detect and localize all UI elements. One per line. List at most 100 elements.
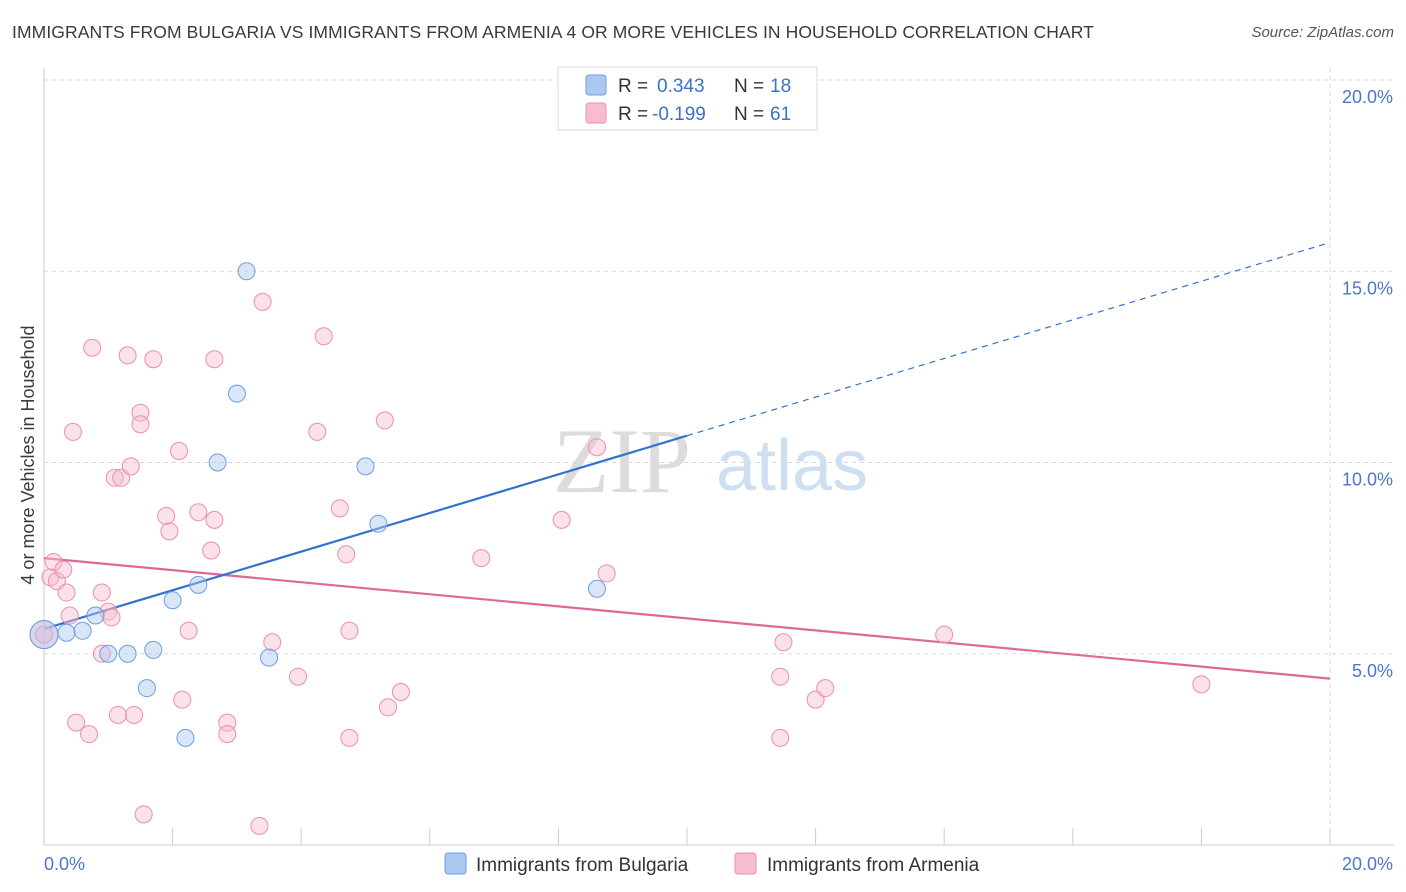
point-bulgaria <box>163 591 182 610</box>
point-armenia <box>131 415 150 434</box>
point-bulgaria <box>86 606 105 625</box>
point-bulgaria <box>587 579 606 598</box>
y-axis-label: 4 or more Vehicles in Household <box>18 325 38 584</box>
y-tick-label: 10.0% <box>1342 470 1393 490</box>
chart-title: IMMIGRANTS FROM BULGARIA VS IMMIGRANTS F… <box>12 22 1094 42</box>
legend-r-label-1: R = <box>618 76 648 97</box>
point-armenia <box>179 621 198 640</box>
point-armenia <box>250 816 269 835</box>
point-armenia <box>118 346 137 365</box>
trend-line-bulgaria-extension <box>686 241 1331 437</box>
point-armenia <box>391 683 410 701</box>
point-armenia <box>587 438 606 457</box>
point-armenia <box>597 564 616 583</box>
point-armenia <box>35 625 53 644</box>
point-armenia <box>1192 675 1211 694</box>
bottom-legend-swatch-bulgaria <box>444 852 467 875</box>
point-armenia <box>472 549 491 568</box>
y-tick-label: 15.0% <box>1342 278 1393 298</box>
point-armenia <box>935 625 954 644</box>
point-armenia <box>80 725 99 744</box>
axes <box>43 68 1394 846</box>
point-armenia <box>771 728 790 747</box>
legend-n-label-1: N = <box>734 76 764 97</box>
point-armenia <box>92 583 111 602</box>
point-armenia <box>314 327 333 346</box>
bottom-legend-label-bulgaria: Immigrants from Bulgaria <box>476 855 689 876</box>
point-armenia <box>375 411 394 430</box>
point-armenia <box>108 705 127 724</box>
trend-lines <box>43 241 1331 680</box>
point-armenia <box>92 644 111 663</box>
watermark-atlas: atlas <box>716 426 868 506</box>
point-armenia <box>44 552 63 571</box>
point-armenia <box>330 499 349 518</box>
point-bulgaria <box>99 644 118 663</box>
scatter-points <box>29 262 1211 835</box>
legend-r-value-1: 0.343 <box>657 76 705 97</box>
legend-r-value-2: -0.199 <box>652 104 706 125</box>
bottom-legend-label-armenia: Immigrants from Armenia <box>767 855 980 876</box>
point-armenia <box>816 679 835 698</box>
point-bulgaria <box>73 621 92 640</box>
point-armenia <box>337 545 356 564</box>
point-armenia <box>806 690 825 709</box>
point-bulgaria <box>29 620 59 650</box>
point-bulgaria <box>57 623 76 642</box>
x-tick-label: 0.0% <box>44 854 85 874</box>
point-armenia <box>218 725 237 744</box>
point-armenia <box>63 422 82 441</box>
legend-swatch-bulgaria <box>585 74 607 96</box>
point-bulgaria <box>176 728 195 747</box>
point-armenia <box>105 468 124 487</box>
point-armenia <box>173 690 192 709</box>
point-armenia <box>288 667 307 686</box>
legend-n-label-2: N = <box>734 104 764 125</box>
point-armenia <box>47 572 66 591</box>
x-tick-label: 20.0% <box>1342 854 1393 874</box>
point-armenia <box>83 338 102 357</box>
legend-n-value-2: 61 <box>770 104 791 125</box>
point-bulgaria <box>227 384 246 403</box>
point-armenia <box>57 583 76 602</box>
point-armenia <box>121 457 140 476</box>
point-bulgaria <box>118 644 137 663</box>
point-bulgaria <box>144 640 163 659</box>
point-bulgaria <box>260 648 279 667</box>
point-bulgaria <box>137 679 156 698</box>
point-armenia <box>54 560 73 579</box>
legend-r-label-2: R = <box>618 104 648 125</box>
point-armenia <box>308 422 327 441</box>
point-armenia <box>552 510 571 529</box>
point-bulgaria <box>208 453 227 472</box>
point-armenia <box>67 713 86 732</box>
point-armenia <box>60 606 79 625</box>
point-armenia <box>112 468 131 487</box>
bottom-legend-swatch-armenia <box>734 852 757 875</box>
legend-n-value-1: 18 <box>770 76 791 97</box>
y-tick-label: 20.0% <box>1342 87 1393 107</box>
point-armenia <box>205 350 224 369</box>
point-armenia <box>157 507 176 526</box>
point-armenia <box>134 805 153 824</box>
point-armenia <box>205 510 224 529</box>
point-bulgaria <box>356 457 375 476</box>
point-armenia <box>263 633 282 652</box>
point-armenia <box>379 698 398 717</box>
point-armenia <box>189 503 208 522</box>
legend: R = 0.343 N = 18 R = -0.199 N = 61 <box>557 66 818 131</box>
trend-line-armenia <box>43 557 1331 680</box>
point-armenia <box>774 633 793 652</box>
point-armenia <box>202 541 221 560</box>
point-bulgaria <box>189 575 208 594</box>
point-bulgaria <box>237 262 256 281</box>
point-armenia <box>102 608 121 627</box>
point-armenia <box>170 442 189 461</box>
source-label: Source: ZipAtlas.com <box>1251 24 1394 41</box>
watermark-zip: ZIP <box>553 410 691 512</box>
tick-labels: 5.0% 10.0% 15.0% 20.0% 0.0% 20.0% <box>44 87 1393 874</box>
trend-line-bulgaria <box>43 434 688 630</box>
point-bulgaria <box>369 514 388 533</box>
point-armenia <box>771 667 790 686</box>
point-armenia <box>144 350 163 369</box>
